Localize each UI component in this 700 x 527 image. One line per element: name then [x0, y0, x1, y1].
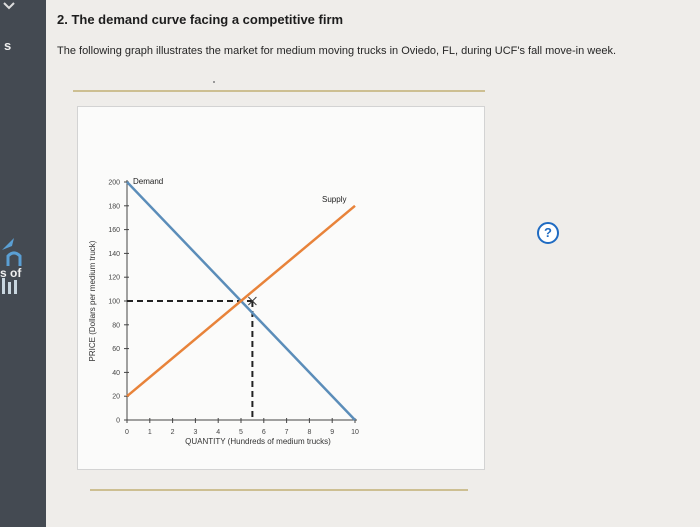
question-intro: The following graph illustrates the mark…: [57, 45, 617, 57]
y-tick-label: 200: [108, 180, 120, 187]
x-tick-label: 6: [262, 429, 266, 436]
y-tick-label: 20: [112, 394, 120, 401]
equilibrium-marker-b: [248, 296, 257, 306]
divider-bottom: [90, 489, 468, 491]
sidebar-fragment-2: s of: [0, 266, 22, 280]
x-tick-label: 7: [285, 429, 289, 436]
supply-curve-label: Supply: [322, 195, 346, 204]
y-tick-label: 120: [108, 275, 120, 282]
divider-top: [73, 90, 485, 92]
graph-panel[interactable]: ? 0 20 40 60 80 100 120 140 160 180 200 0 1 2 3 4 5 6 7 8 9 1…: [77, 106, 559, 470]
x-tick-label: 3: [193, 429, 197, 436]
chart-thumbnail-icon: [2, 238, 22, 294]
chevron-icon[interactable]: [2, 0, 16, 16]
help-button[interactable]: ?: [537, 222, 559, 244]
x-tick-label: 5: [239, 429, 243, 436]
question-heading: 2. The demand curve facing a competitive…: [57, 12, 344, 27]
y-tick-label: 140: [108, 251, 120, 258]
x-tick-label: 4: [216, 429, 220, 436]
y-tick-label: 180: [108, 203, 120, 210]
x-axis-title: QUANTITY (Hundreds of medium trucks): [185, 437, 331, 446]
x-tick-label: 0: [125, 429, 129, 436]
y-tick-label: 100: [108, 299, 120, 306]
y-tick-label: 160: [108, 227, 120, 234]
left-sidebar[interactable]: s s of: [0, 0, 46, 527]
y-tick-label: 60: [112, 346, 120, 353]
y-tick-label: 80: [112, 322, 120, 329]
x-tick-label: 1: [148, 429, 152, 436]
x-tick-label: 10: [351, 429, 359, 436]
y-tick-label: 40: [112, 370, 120, 377]
y-tick-label: 0: [116, 418, 120, 425]
supply-curve: [126, 204, 356, 398]
stray-dot: [213, 81, 215, 83]
demand-curve-label: Demand: [133, 177, 163, 186]
x-tick-label: 2: [171, 429, 175, 436]
x-tick-label: 9: [330, 429, 334, 436]
supply-demand-chart[interactable]: 0 20 40 60 80 100 120 140 160 180 200 0 1 2 3 4 5 6 7 8 9 10 P…: [78, 107, 484, 469]
x-tick-label: 8: [307, 429, 311, 436]
y-axis-title: PRICE (Dollars per medium truck): [88, 240, 97, 361]
sidebar-fragment: s: [4, 38, 12, 53]
